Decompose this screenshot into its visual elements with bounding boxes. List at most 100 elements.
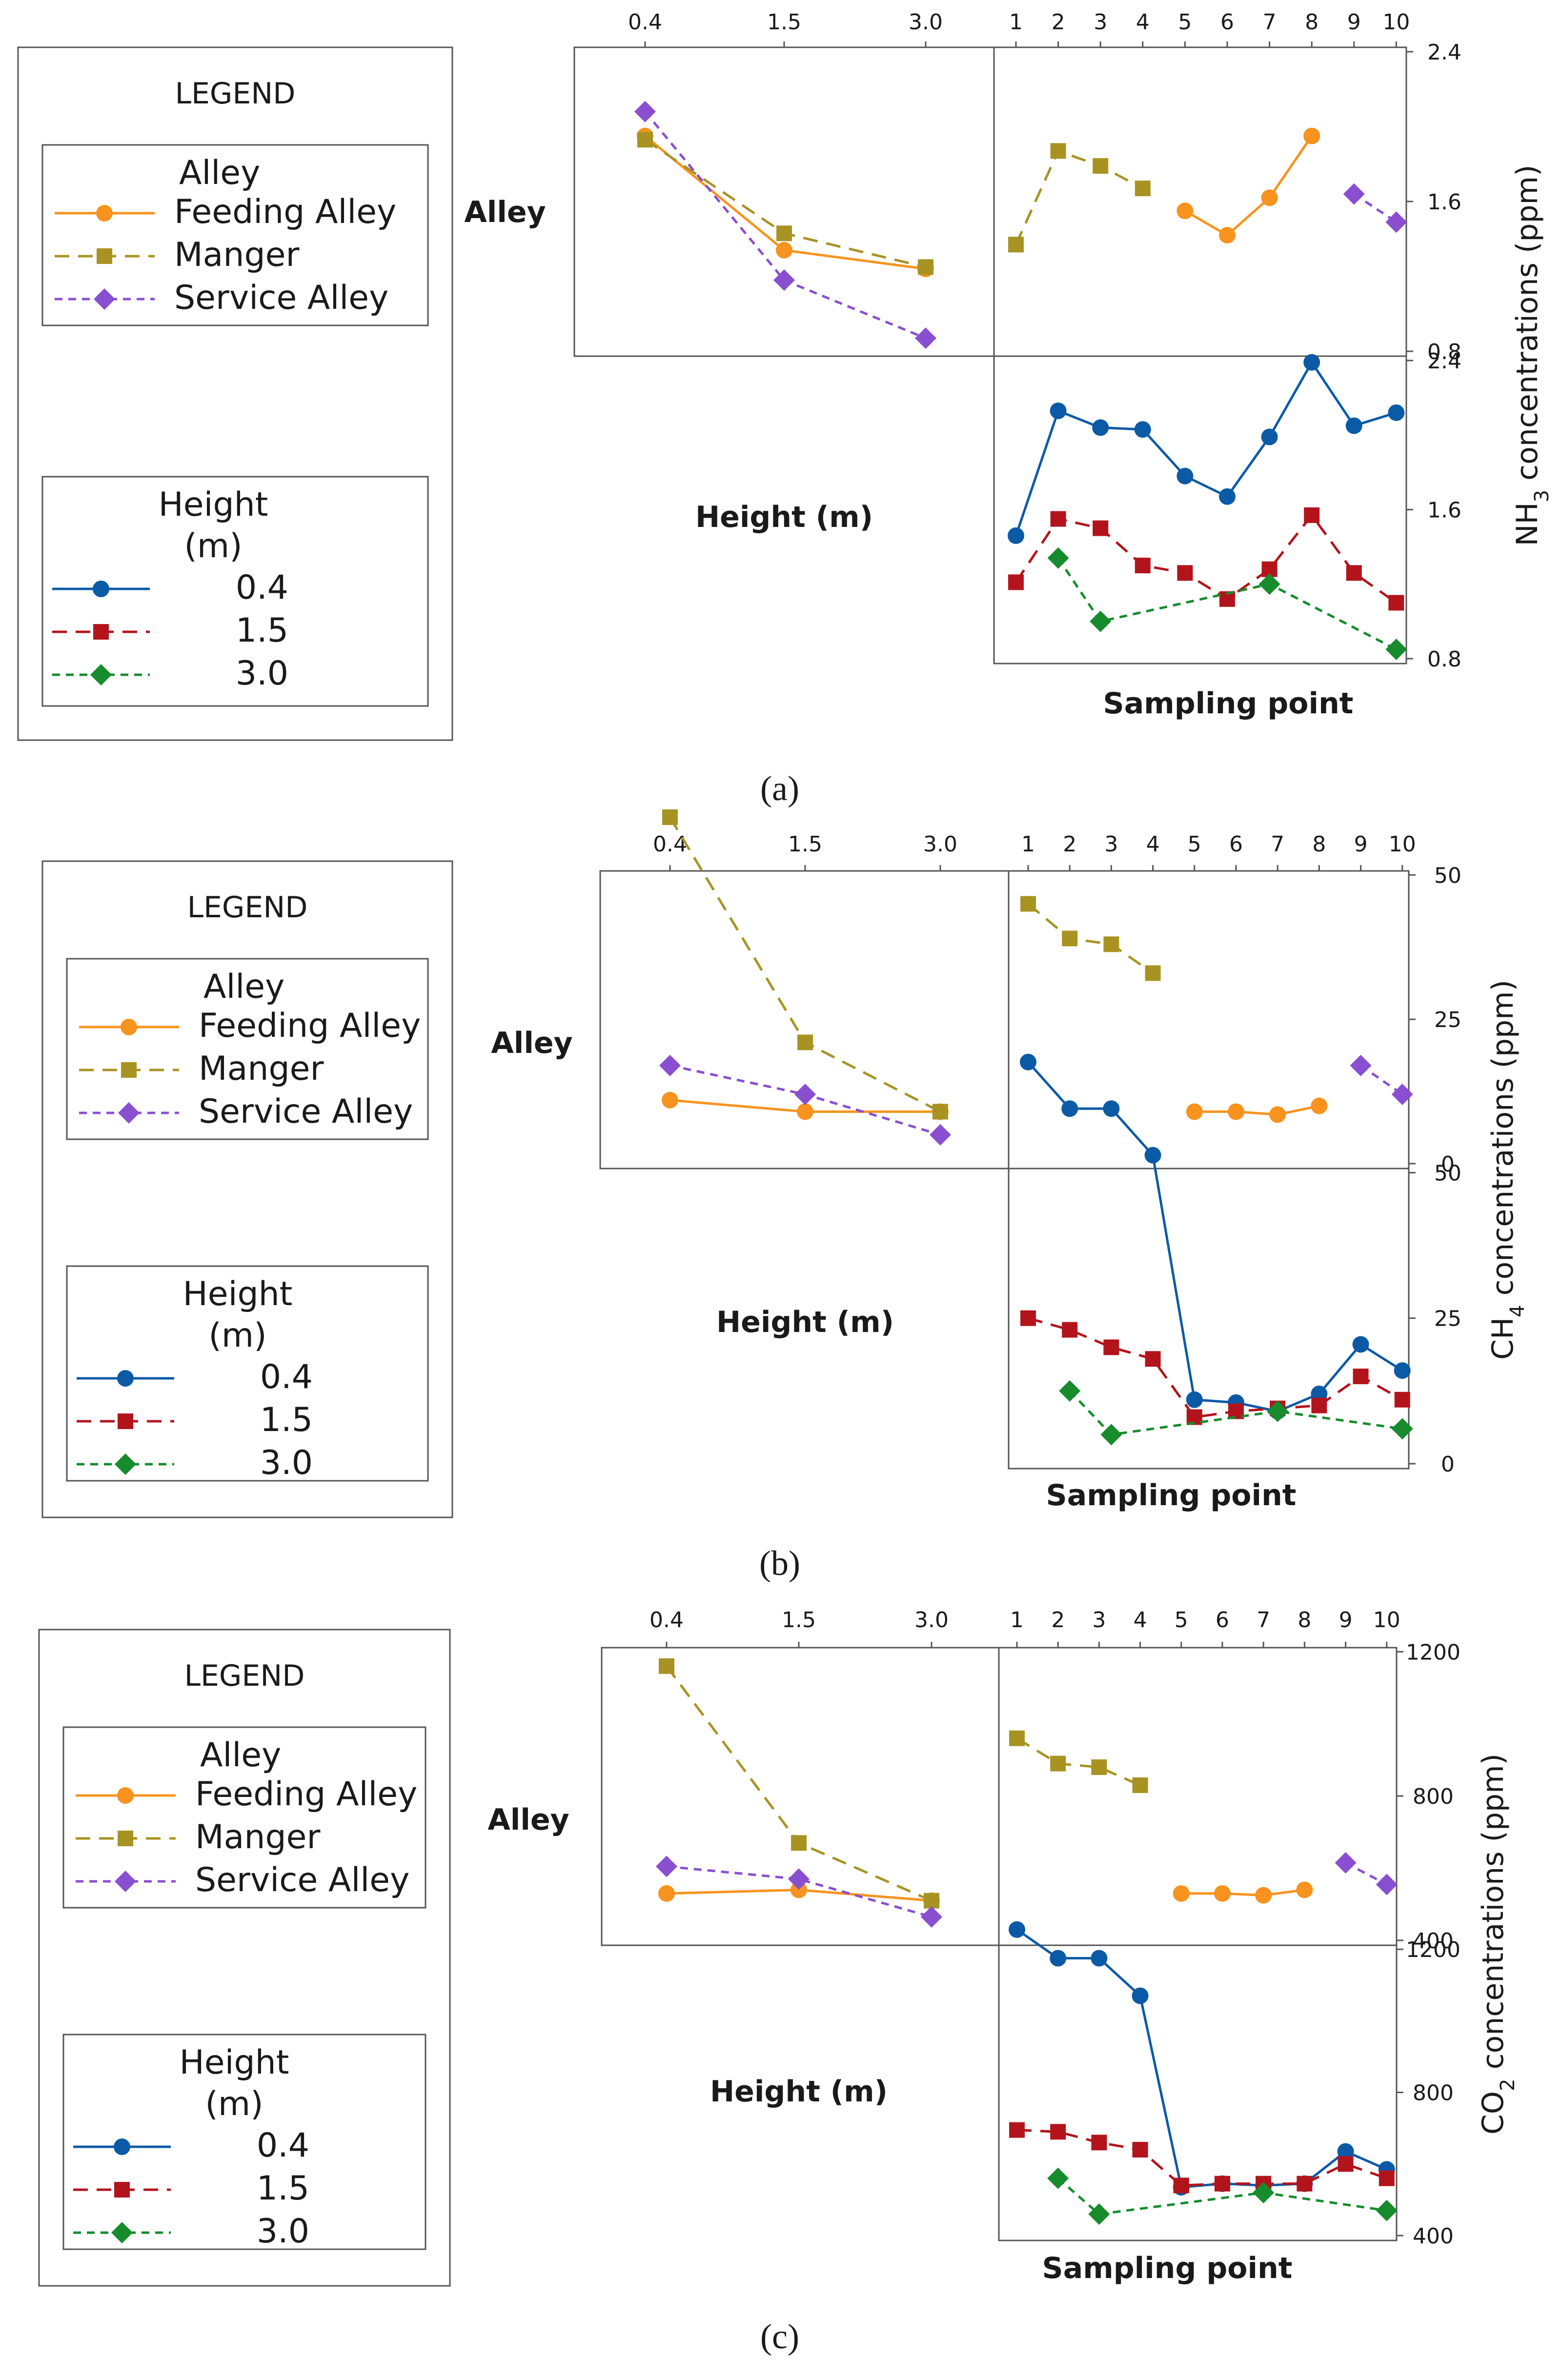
ha-service-alley-line	[666, 1865, 932, 1918]
ph-1-5-point	[1338, 2156, 1354, 2172]
height-tick-label: 1.5	[767, 10, 801, 35]
ph-1-5-point	[1311, 1397, 1327, 1413]
ph-0-4-point	[1020, 1053, 1036, 1070]
y-tick-label: 400	[1413, 2224, 1454, 2249]
legend-height-box	[41, 476, 429, 707]
pa-service-alley-point	[1391, 1083, 1413, 1105]
ph-0-4-point	[1103, 1100, 1120, 1117]
legend-height-unit: (m)	[208, 1316, 266, 1355]
point-tick-label: 1	[1021, 832, 1035, 857]
ph-3-0-point	[1385, 638, 1407, 660]
point-tick-label: 8	[1305, 10, 1318, 35]
pa-feeding-alley-point	[1255, 1887, 1272, 1904]
point-tick-label: 4	[1134, 1608, 1147, 1633]
legend-title: LEGEND	[175, 77, 296, 111]
point-tick-label: 6	[1216, 1608, 1229, 1633]
point-tick-label: 8	[1312, 832, 1326, 857]
legend-swatch-feeding-alley-icon	[96, 205, 113, 222]
panel-point-height	[993, 355, 1407, 665]
row-label-alley: Alley	[464, 195, 546, 229]
ha-service-alley-line	[644, 111, 926, 340]
ha-service-alley-point	[656, 1856, 677, 1877]
ha-service-alley-point	[915, 327, 936, 349]
pa-manger-point	[1050, 143, 1066, 159]
pa-feeding-alley-point	[1311, 1097, 1328, 1114]
ha-manger-line	[665, 1665, 932, 1902]
ph-3-0-line	[1069, 1390, 1403, 1436]
ha-service-alley-point	[773, 269, 795, 291]
ph-1-5-point	[1103, 1339, 1119, 1355]
ph-3-0-point	[1047, 2167, 1069, 2189]
pa-manger-point	[1093, 158, 1109, 174]
ph-0-4-point	[1091, 1950, 1108, 1967]
y-tick-label: 50	[1434, 1161, 1461, 1186]
y-tick-label: 0.8	[1427, 647, 1461, 672]
pa-feeding-alley-point	[1303, 127, 1320, 144]
y-tick-label: 400	[1413, 1929, 1454, 1954]
legend-swatch-service-alley-icon	[118, 1102, 140, 1124]
pa-service-alley-point	[1376, 1874, 1398, 1896]
ph-1-5-point	[1379, 2170, 1395, 2186]
legend-height-title: Height	[180, 2043, 289, 2082]
legend-item-feeding-alley: Feeding Alley	[174, 193, 396, 231]
series-point-height-1-5	[1008, 507, 1404, 611]
pa-feeding-alley-point	[1176, 202, 1194, 220]
legend-item-height-0-4: 0.4	[236, 568, 288, 607]
point-tick-label: 9	[1339, 1608, 1353, 1633]
legend-height-box	[66, 1265, 429, 1482]
ph-3-0-point	[1047, 547, 1069, 569]
ha-feeding-alley-point	[776, 242, 792, 259]
ph-0-4-point	[1176, 467, 1194, 484]
ph-1-5-point	[1009, 2122, 1025, 2138]
y-tick-label: 0	[1441, 1152, 1455, 1177]
series-height-service-alley	[634, 101, 936, 349]
legend-height-box	[62, 2034, 426, 2250]
y-label-main: CH	[1486, 1317, 1520, 1360]
pa-feeding-alley-line	[1181, 1889, 1305, 1897]
legend-height-unit: (m)	[184, 527, 242, 565]
y-tick-label: 0	[1441, 1452, 1455, 1477]
ph-1-5-point	[1353, 1369, 1369, 1385]
ha-service-alley-point	[930, 1124, 951, 1146]
point-tick-label: 9	[1347, 10, 1361, 35]
series-height-service-alley	[656, 1856, 942, 1928]
legend-swatch-h1-5-icon	[118, 1413, 133, 1429]
ph-3-0-point	[1376, 2199, 1398, 2221]
legend-item-height-1-5: 1.5	[257, 2169, 309, 2208]
ph-1-5-point	[1215, 2176, 1230, 2192]
ha-manger-point	[924, 1893, 939, 1909]
pa-feeding-alley-point	[1228, 1103, 1244, 1120]
ha-feeding-alley-point	[791, 1881, 807, 1898]
legend-item-height-3-0: 3.0	[260, 1444, 313, 1482]
series-point-height-0-4	[1020, 1053, 1411, 1420]
series-height-manger	[637, 132, 933, 275]
ha-manger-point	[659, 1658, 674, 1674]
legend-swatch-service-alley-icon	[115, 1871, 136, 1892]
col-label-height: Height (m)	[695, 500, 873, 534]
point-tick-label: 2	[1063, 832, 1076, 857]
y-label-main: NH	[1510, 502, 1544, 546]
ph-1-5-point	[1177, 565, 1193, 581]
pa-service-alley-point	[1335, 1852, 1357, 1874]
series-height-manger	[659, 1658, 939, 1909]
pa-feeding-alley-point	[1269, 1106, 1286, 1123]
point-tick-label: 3	[1104, 832, 1118, 857]
ph-0-4-line	[1027, 1061, 1403, 1413]
legend-height-unit: (m)	[205, 2085, 263, 2123]
series-point-alley-service-alley	[1335, 1852, 1398, 1896]
legend-alley-box	[41, 144, 429, 326]
point-tick-label: 4	[1136, 10, 1150, 35]
point-tick-label: 3	[1094, 10, 1107, 35]
series-point-alley-manger	[1008, 143, 1151, 253]
legend-item-service-alley: Service Alley	[195, 1861, 409, 1899]
y-tick-label: 2.4	[1427, 40, 1461, 65]
legend-alley-box	[66, 958, 429, 1140]
point-tick-label: 5	[1188, 832, 1201, 857]
pa-feeding-alley-point	[1296, 1881, 1313, 1898]
legend-item-manger: Manger	[199, 1049, 324, 1088]
y-tick-label: 50	[1434, 863, 1461, 888]
y-tick-label: 800	[1413, 1784, 1454, 1809]
legend-swatch-h1-5-icon	[93, 624, 109, 640]
legend-item-service-alley: Service Alley	[174, 279, 388, 317]
pa-feeding-alley-line	[1194, 1105, 1319, 1116]
